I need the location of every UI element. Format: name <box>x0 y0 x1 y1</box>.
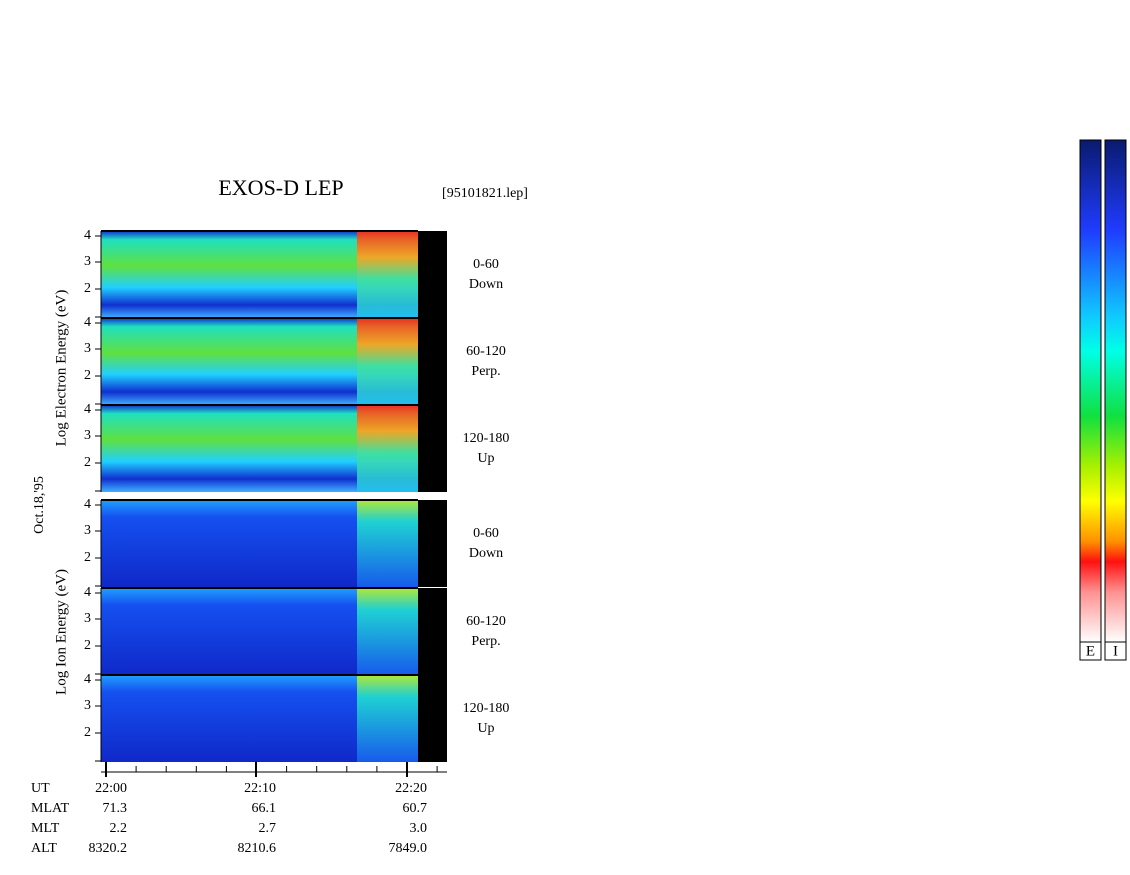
colorbar-label: I <box>1113 643 1118 659</box>
y-tick-label: 4 <box>84 585 91 600</box>
spectrogram-hot-region <box>357 318 418 405</box>
footer-value: 66.1 <box>252 801 277 816</box>
spectrogram-hot-region <box>357 405 418 492</box>
footer-value: 22:20 <box>395 781 427 796</box>
spectrogram-hot-region <box>357 588 418 675</box>
footer-value: 60.7 <box>403 801 428 816</box>
footer-value: 2.7 <box>259 821 277 836</box>
y-tick-label: 4 <box>84 228 91 243</box>
footer-label: UT <box>31 781 50 796</box>
panel-angle: 60-120 <box>466 344 506 359</box>
y-tick-label: 4 <box>84 402 91 417</box>
no-data-strip <box>418 231 447 318</box>
footer-label: MLT <box>31 821 60 836</box>
footer-label: ALT <box>31 841 57 856</box>
no-data-strip <box>418 588 447 675</box>
footer-value: 22:00 <box>95 781 127 796</box>
footer-value: 8320.2 <box>89 841 128 856</box>
panel-direction: Up <box>477 721 494 736</box>
y-tick-label: 3 <box>84 698 91 713</box>
footer-label: MLAT <box>31 801 70 816</box>
footer-value: 71.3 <box>103 801 128 816</box>
panel-direction: Down <box>469 277 503 292</box>
y-tick-label: 2 <box>84 638 91 653</box>
footer-value: 2.2 <box>110 821 128 836</box>
spectrogram-hot-region <box>357 231 418 318</box>
panel-angle: 0-60 <box>473 526 499 541</box>
panel-direction: Perp. <box>471 364 500 379</box>
colorbar <box>1079 139 1102 643</box>
panel-angle: 0-60 <box>473 257 499 272</box>
y-tick-label: 3 <box>84 341 91 356</box>
colorbar <box>1104 139 1127 643</box>
ion-axis-label: Log Ion Energy (eV) <box>53 569 69 695</box>
panel-angle: 120-180 <box>463 701 510 716</box>
no-data-strip <box>418 318 447 405</box>
y-tick-label: 4 <box>84 497 91 512</box>
y-tick-label: 2 <box>84 281 91 296</box>
footer-value: 22:10 <box>244 781 276 796</box>
title: EXOS-D LEP <box>218 175 343 200</box>
file-name: [95101821.lep] <box>442 186 528 201</box>
no-data-strip <box>418 405 447 492</box>
y-tick-label: 3 <box>84 428 91 443</box>
panel-direction: Up <box>477 451 494 466</box>
panel-angle: 120-180 <box>463 431 510 446</box>
colorbar-label-box <box>1079 641 1102 661</box>
footer-value: 7849.0 <box>389 841 428 856</box>
panel-angle: 60-120 <box>466 614 506 629</box>
colorbar-label: E <box>1086 643 1095 659</box>
panel-direction: Down <box>469 546 503 561</box>
date-label: Oct.18,'95 <box>32 476 47 534</box>
electron-axis-label: Log Electron Energy (eV) <box>53 290 69 447</box>
y-tick-label: 2 <box>84 455 91 470</box>
y-tick-label: 3 <box>84 254 91 269</box>
y-tick-label: 4 <box>84 315 91 330</box>
y-tick-label: 4 <box>84 672 91 687</box>
y-tick-label: 2 <box>84 725 91 740</box>
no-data-strip <box>418 500 447 587</box>
panel-direction: Perp. <box>471 634 500 649</box>
no-data-strip <box>418 675 447 762</box>
y-tick-label: 2 <box>84 550 91 565</box>
colorbar-label-box <box>1104 641 1127 661</box>
spectrogram-hot-region <box>357 500 418 587</box>
y-tick-label: 3 <box>84 611 91 626</box>
footer-value: 8210.6 <box>238 841 277 856</box>
y-tick-label: 3 <box>84 523 91 538</box>
footer-value: 3.0 <box>410 821 428 836</box>
spectrogram-hot-region <box>357 675 418 762</box>
y-tick-label: 2 <box>84 368 91 383</box>
